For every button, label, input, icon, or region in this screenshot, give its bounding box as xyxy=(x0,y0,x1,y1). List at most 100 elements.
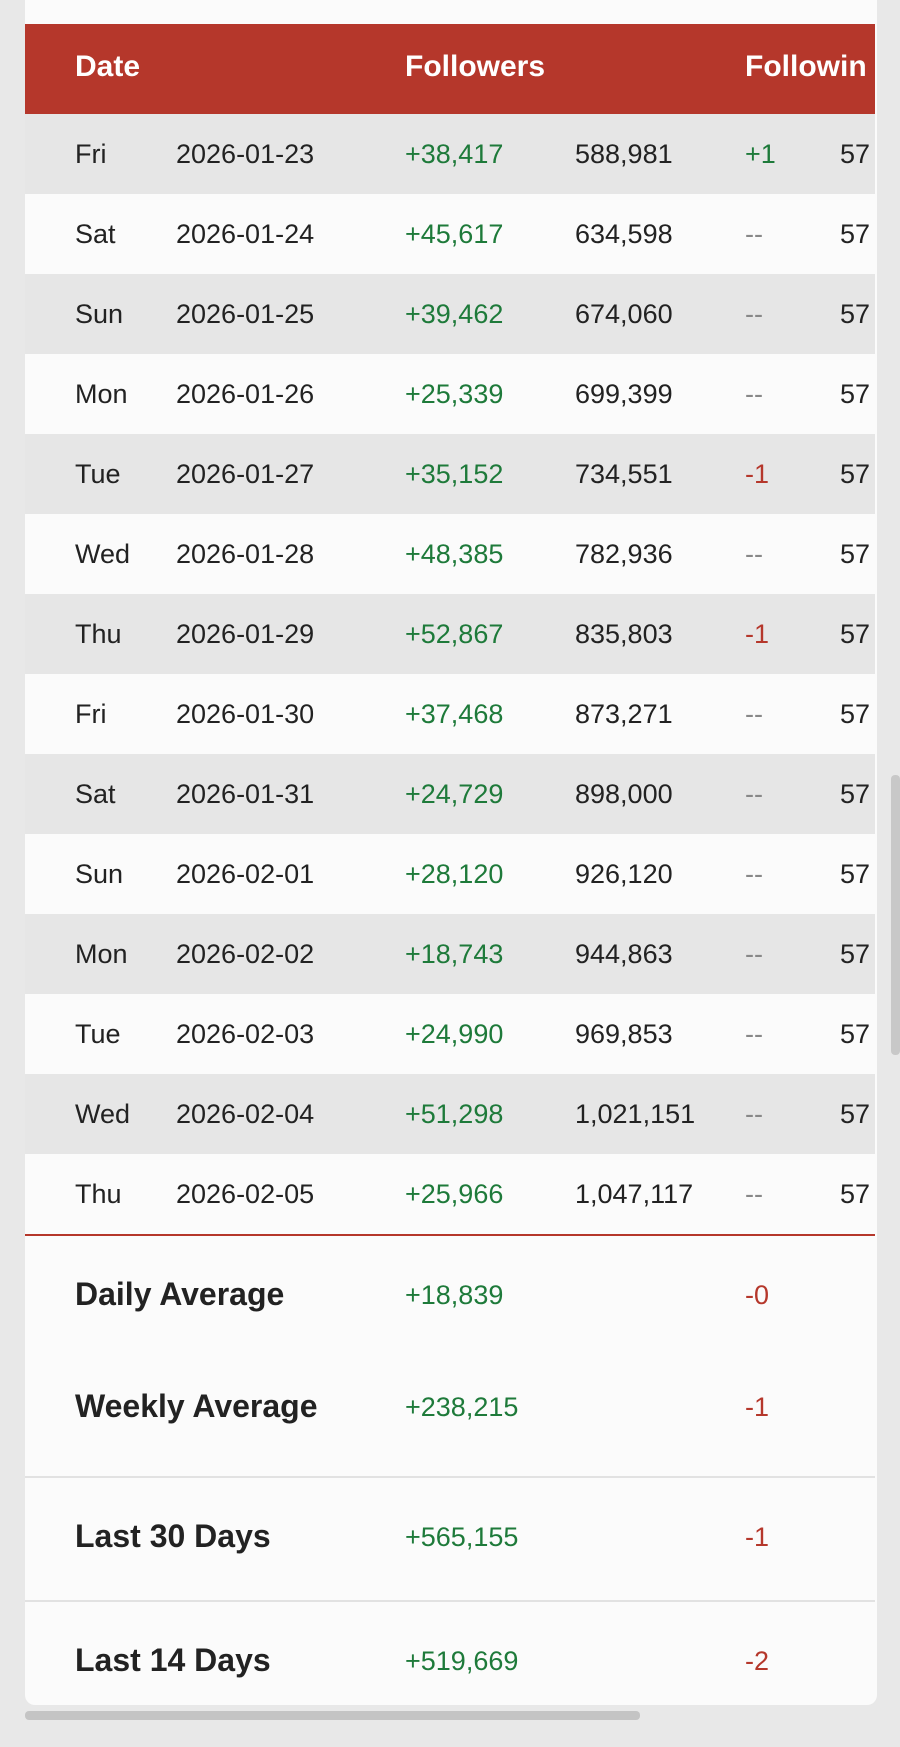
row-date: 2026-01-28 xyxy=(176,539,315,569)
summary-divider xyxy=(25,1234,875,1236)
table-row: Wed 2026-01-28 +48,385 782,936 -- 57 xyxy=(25,514,875,594)
summary-row: Last 30 Days +565,155 -1 xyxy=(25,1476,875,1600)
row-following-change: -1 xyxy=(745,619,770,649)
summary-label: Daily Average xyxy=(75,1276,285,1312)
summary-followers: +18,839 xyxy=(405,1280,504,1310)
row-followers-total: 944,863 xyxy=(575,939,673,969)
row-following-change: -- xyxy=(745,1179,763,1209)
row-day: Tue xyxy=(75,1019,121,1049)
row-following-total: 57 xyxy=(840,1179,871,1209)
table-row: Tue 2026-01-27 +35,152 734,551 -1 57 xyxy=(25,434,875,514)
top-strip xyxy=(25,0,875,24)
row-day: Mon xyxy=(75,939,128,969)
row-day: Fri xyxy=(75,699,107,729)
row-day: Wed xyxy=(75,1099,131,1129)
row-followers-total: 734,551 xyxy=(575,459,673,489)
summary-following: -2 xyxy=(745,1646,770,1676)
table-row: Thu 2026-02-05 +25,966 1,047,117 -- 57 xyxy=(25,1154,875,1234)
summary-section: Daily Average +18,839 -0 Weekly Average +238… xyxy=(25,1236,875,1705)
row-date: 2026-02-05 xyxy=(176,1179,315,1209)
row-followers-change: +39,462 xyxy=(405,299,504,329)
row-followers-total: 674,060 xyxy=(575,299,673,329)
row-date: 2026-02-02 xyxy=(176,939,315,969)
row-day: Sat xyxy=(75,219,116,249)
row-following-change: -- xyxy=(745,1019,763,1049)
row-followers-change: +48,385 xyxy=(405,539,504,569)
row-following-total: 57 xyxy=(840,779,871,809)
row-date: 2026-02-04 xyxy=(176,1099,315,1129)
row-followers-total: 835,803 xyxy=(575,619,673,649)
row-following-change: -- xyxy=(745,299,763,329)
row-following-total: 57 xyxy=(840,1099,871,1129)
row-following-total: 57 xyxy=(840,539,871,569)
row-following-total: 57 xyxy=(840,699,871,729)
row-followers-total: 634,598 xyxy=(575,219,673,249)
row-followers-total: 898,000 xyxy=(575,779,673,809)
row-date: 2026-01-23 xyxy=(176,139,315,169)
row-followers-change: +18,743 xyxy=(405,939,504,969)
row-following-total: 57 xyxy=(840,379,871,409)
row-followers-total: 699,399 xyxy=(575,379,673,409)
stats-table[interactable]: Date Followers Followin Fri 2026-01-23 +38… xyxy=(25,0,875,1705)
header-followers: Followers xyxy=(405,50,546,83)
row-date: 2026-01-27 xyxy=(176,459,315,489)
table-row: Fri 2026-01-23 +38,417 588,981 +1 57 xyxy=(25,114,875,194)
row-following-total: 57 xyxy=(840,1019,871,1049)
row-followers-change: +24,990 xyxy=(405,1019,504,1049)
row-following-change: -- xyxy=(745,859,763,889)
row-following-change: -- xyxy=(745,699,763,729)
row-day: Tue xyxy=(75,459,121,489)
row-following-total: 57 xyxy=(840,859,871,889)
row-day: Thu xyxy=(75,1179,122,1209)
row-followers-total: 926,120 xyxy=(575,859,673,889)
table-row: Sat 2026-01-24 +45,617 634,598 -- 57 xyxy=(25,194,875,274)
row-following-total: 57 xyxy=(840,299,871,329)
summary-following: -1 xyxy=(745,1522,770,1552)
summary-label: Weekly Average xyxy=(75,1388,318,1424)
table-header: Date Followers Followin xyxy=(25,24,875,114)
row-following-change: -- xyxy=(745,379,763,409)
row-following-change: -- xyxy=(745,779,763,809)
row-following-total: 57 xyxy=(840,459,871,489)
row-followers-change: +51,298 xyxy=(405,1099,504,1129)
row-following-total: 57 xyxy=(840,219,871,249)
summary-label: Last 30 Days xyxy=(75,1518,271,1554)
table-row: Fri 2026-01-30 +37,468 873,271 -- 57 xyxy=(25,674,875,754)
row-following-change: -- xyxy=(745,219,763,249)
table-row: Sun 2026-02-01 +28,120 926,120 -- 57 xyxy=(25,834,875,914)
table-row: Sat 2026-01-31 +24,729 898,000 -- 57 xyxy=(25,754,875,834)
row-date: 2026-01-29 xyxy=(176,619,315,649)
summary-following: -0 xyxy=(745,1280,770,1310)
row-followers-change: +52,867 xyxy=(405,619,504,649)
row-day: Wed xyxy=(75,539,131,569)
row-followers-change: +35,152 xyxy=(405,459,504,489)
row-followers-total: 1,047,117 xyxy=(575,1179,694,1209)
summary-label: Last 14 Days xyxy=(75,1642,271,1678)
summary-followers: +519,669 xyxy=(405,1646,519,1676)
table-row: Mon 2026-02-02 +18,743 944,863 -- 57 xyxy=(25,914,875,994)
summary-row: Daily Average +18,839 -0 xyxy=(25,1236,875,1356)
header-date: Date xyxy=(75,50,141,83)
table-row: Wed 2026-02-04 +51,298 1,021,151 -- 57 xyxy=(25,1074,875,1154)
row-date: 2026-02-01 xyxy=(176,859,315,889)
row-date: 2026-02-03 xyxy=(176,1019,315,1049)
table-row: Thu 2026-01-29 +52,867 835,803 -1 57 xyxy=(25,594,875,674)
row-date: 2026-01-25 xyxy=(176,299,315,329)
row-date: 2026-01-26 xyxy=(176,379,315,409)
row-following-change: -- xyxy=(745,1099,763,1129)
summary-followers: +565,155 xyxy=(405,1522,519,1552)
row-date: 2026-01-24 xyxy=(176,219,315,249)
table-row: Mon 2026-01-26 +25,339 699,399 -- 57 xyxy=(25,354,875,434)
horizontal-scrollbar[interactable] xyxy=(25,1711,640,1720)
row-following-change: +1 xyxy=(745,139,776,169)
summary-row: Weekly Average +238,215 -1 xyxy=(25,1356,875,1476)
row-followers-total: 969,853 xyxy=(575,1019,673,1049)
row-followers-change: +25,966 xyxy=(405,1179,504,1209)
row-followers-total: 1,021,151 xyxy=(575,1099,696,1129)
summary-row: Last 14 Days +519,669 -2 xyxy=(25,1600,875,1705)
row-following-total: 57 xyxy=(840,139,871,169)
row-following-total: 57 xyxy=(840,939,871,969)
row-date: 2026-01-31 xyxy=(176,779,315,809)
table-body: Fri 2026-01-23 +38,417 588,981 +1 57 Sat 2026-0… xyxy=(25,114,875,1234)
vertical-scrollbar[interactable] xyxy=(891,775,900,1055)
